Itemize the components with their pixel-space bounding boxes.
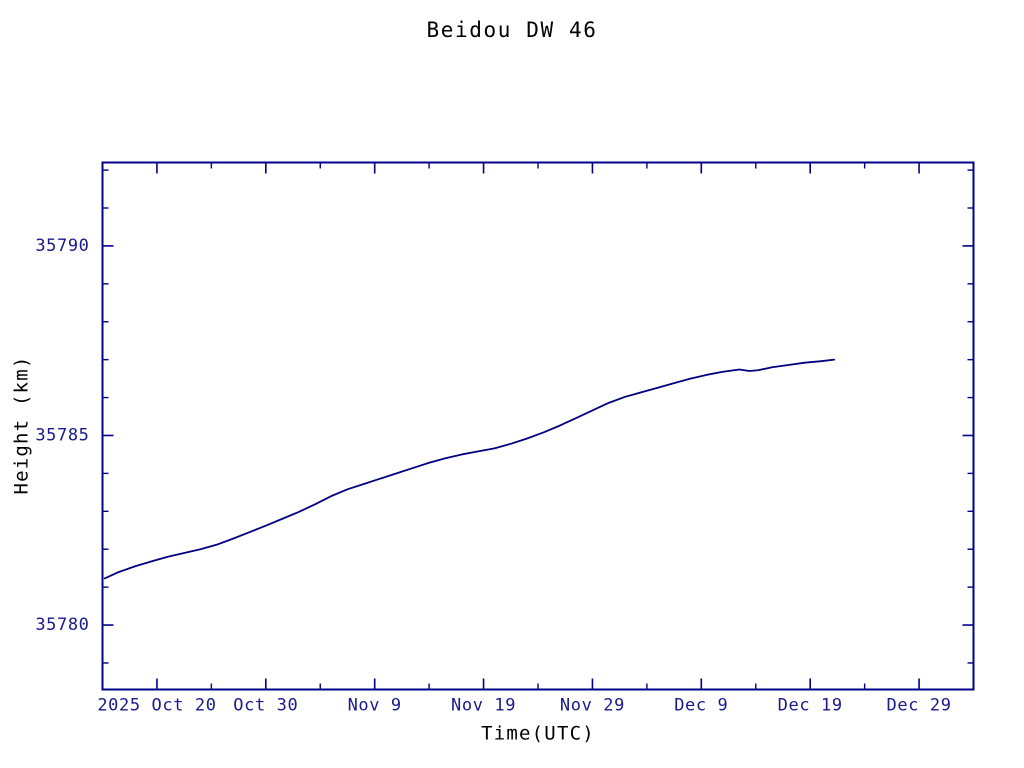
x-axis-ticks: [101, 162, 975, 690]
y-axis-tick-labels: 35790 35785 35780: [35, 236, 89, 635]
x-tick-label: Nov 19: [451, 696, 516, 716]
x-tick-label: Dec 29: [887, 696, 952, 716]
x-tick-label: Dec 9: [674, 696, 728, 716]
y-tick-label: 35790: [35, 236, 89, 256]
y-axis-title: Height (km): [11, 355, 33, 494]
x-tick-label: Oct 30: [233, 696, 298, 716]
x-tick-label: Nov 9: [348, 696, 402, 716]
y-tick-label: 35780: [35, 615, 89, 635]
x-tick-label: Dec 19: [778, 696, 843, 716]
x-tick-label: 2025 Oct 20: [97, 696, 216, 716]
x-axis-title: Time(UTC): [481, 723, 595, 745]
series-height-line: [103, 358, 836, 580]
x-axis-tick-labels: 2025 Oct 20 Oct 30 Nov 9 Nov 19 Nov 29 Dec 9 D…: [97, 696, 951, 716]
data-series-group: [103, 358, 836, 580]
chart-title: Beidou DW 46: [427, 18, 598, 42]
y-tick-label: 35785: [35, 425, 89, 445]
x-tick-label: Nov 29: [560, 696, 625, 716]
y-axis-ticks: [102, 169, 974, 664]
